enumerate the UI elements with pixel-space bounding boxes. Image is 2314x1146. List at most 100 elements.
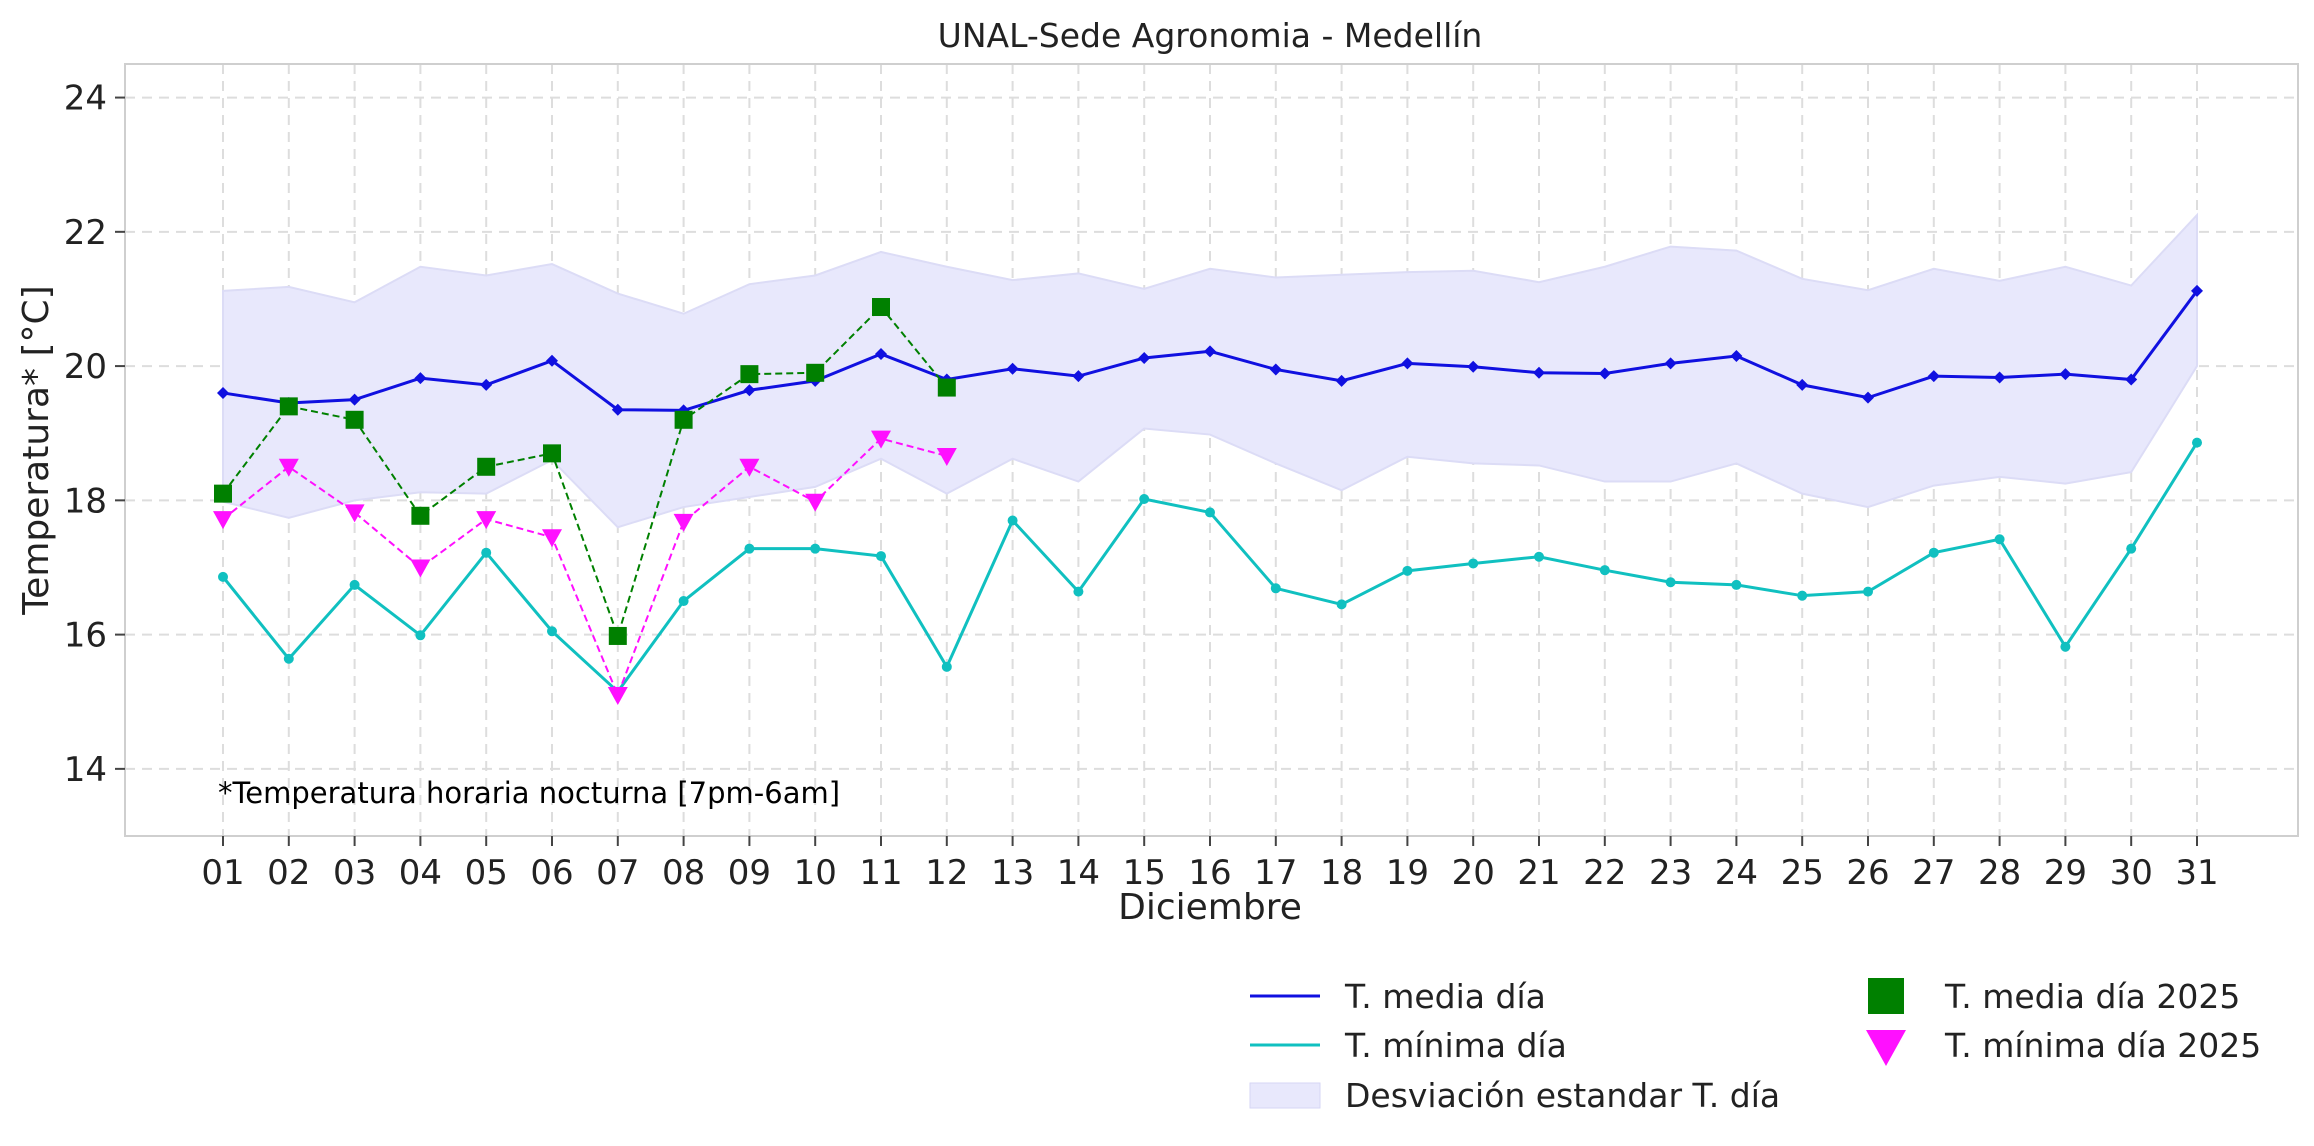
media-point <box>1533 366 1545 379</box>
media-point <box>2125 373 2138 386</box>
media-point <box>1730 350 1743 363</box>
y-tick-label: 20 <box>64 347 107 387</box>
minima-2025-point <box>344 504 365 523</box>
minima-point <box>1731 579 1742 590</box>
media-point <box>1664 357 1677 370</box>
y-ticks: 14 16 18 20 22 24 <box>64 79 125 790</box>
media-2025-point <box>872 298 890 317</box>
minima-point <box>1928 547 1939 558</box>
minima-point <box>1994 534 2005 545</box>
minima-2025-point <box>607 687 628 706</box>
minima-point <box>481 547 492 558</box>
x-tick-label: 23 <box>1649 853 1692 893</box>
legend-media-2025-swatch <box>1868 978 1904 1014</box>
x-tick-label: 13 <box>991 853 1034 893</box>
media-point <box>217 386 229 399</box>
minima-2025-point <box>871 430 891 449</box>
minima-2025-point <box>739 458 760 477</box>
chart-title: UNAL-Sede Agronomia - Medellín <box>938 16 1483 55</box>
x-tick-label: 20 <box>1452 853 1495 893</box>
x-tick-label: 26 <box>1846 853 1889 893</box>
media-2025-point <box>214 484 232 503</box>
legend-minima-label: T. mínima día <box>1344 1026 1567 1065</box>
media-point <box>1138 352 1151 365</box>
media-point <box>875 348 887 361</box>
x-tick-label: 14 <box>1057 853 1100 893</box>
y-tick-label: 14 <box>64 750 107 790</box>
x-tick-label: 17 <box>1254 853 1297 893</box>
media-2025-point <box>279 397 298 416</box>
std-band <box>222 212 2198 529</box>
x-tick-label: 31 <box>2175 853 2218 893</box>
media-2025-point <box>674 410 693 429</box>
minima-2025-line <box>222 437 948 698</box>
minima-point <box>941 661 952 672</box>
minima-point <box>810 543 821 554</box>
x-tick-label: 28 <box>1978 853 2021 893</box>
x-tick-label: 06 <box>530 853 573 893</box>
y-tick-label: 24 <box>64 79 107 119</box>
grid <box>125 64 2298 836</box>
media-point <box>348 393 361 406</box>
minima-point <box>1665 577 1676 588</box>
media-2025-point <box>608 626 627 645</box>
x-tick-label: 04 <box>399 853 442 893</box>
minima-point <box>1599 565 1610 576</box>
x-tick-label: 24 <box>1715 853 1758 893</box>
minima-point <box>1007 515 1018 526</box>
y-axis-label: Temperatura* [°C] <box>16 285 57 615</box>
minima-point <box>218 571 228 582</box>
minima-point <box>744 543 755 554</box>
media-point <box>1927 370 1940 383</box>
std-band-area <box>222 212 2198 529</box>
media-2025-point <box>411 506 430 525</box>
media-point <box>1993 371 2006 384</box>
minima-point <box>1336 599 1347 610</box>
minima-point <box>1863 586 1873 597</box>
media-point <box>1335 374 1348 387</box>
x-tick-label: 15 <box>1123 853 1166 893</box>
minima-point <box>415 630 426 641</box>
x-tick-label: 02 <box>267 853 310 893</box>
legend-media-2025-label: T. media día 2025 <box>1944 977 2240 1016</box>
media-2025-line <box>222 305 948 640</box>
plot-frame <box>124 63 2299 837</box>
media-point <box>414 372 427 385</box>
media-point <box>1796 378 1809 391</box>
minima-point <box>1270 583 1281 594</box>
media-point <box>1598 367 1611 380</box>
legend-media-label: T. media día <box>1344 977 1546 1016</box>
x-tick-label: 07 <box>596 853 639 893</box>
minima-2025-point <box>936 448 957 467</box>
y-tick-label: 16 <box>64 616 107 656</box>
x-tick-label: 10 <box>794 853 837 893</box>
legend-minima-2025-label: T. mínima día 2025 <box>1944 1026 2261 1065</box>
x-tick-label: 19 <box>1386 853 1429 893</box>
minima-point <box>1402 565 1413 576</box>
x-tick-label: 22 <box>1583 853 1626 893</box>
x-tick-label: 25 <box>1781 853 1824 893</box>
media-point <box>611 403 624 416</box>
y-tick-label: 22 <box>64 213 107 253</box>
x-tick-label: 16 <box>1188 853 1231 893</box>
x-axis-label: Diciembre <box>1118 887 1302 928</box>
minima-2025-point <box>673 513 694 532</box>
y-tick-label: 18 <box>64 481 107 521</box>
x-tick-label: 09 <box>728 853 771 893</box>
legend-std-swatch <box>1249 1082 1321 1109</box>
minima-point <box>1073 586 1084 597</box>
media-point <box>1401 357 1414 370</box>
media-point <box>2191 284 2203 297</box>
media-point <box>1204 345 1216 358</box>
x-tick-label: 30 <box>2110 853 2153 893</box>
media-point <box>1072 370 1085 383</box>
x-tick-label: 27 <box>1912 853 1955 893</box>
x-tick-label: 08 <box>662 853 705 893</box>
minima-point <box>1534 551 1544 562</box>
media-point <box>1862 391 1874 404</box>
media-2025-point <box>740 365 759 384</box>
media-2025-point <box>477 457 496 476</box>
minima-2025-point <box>805 493 826 512</box>
minima-point <box>547 626 557 637</box>
